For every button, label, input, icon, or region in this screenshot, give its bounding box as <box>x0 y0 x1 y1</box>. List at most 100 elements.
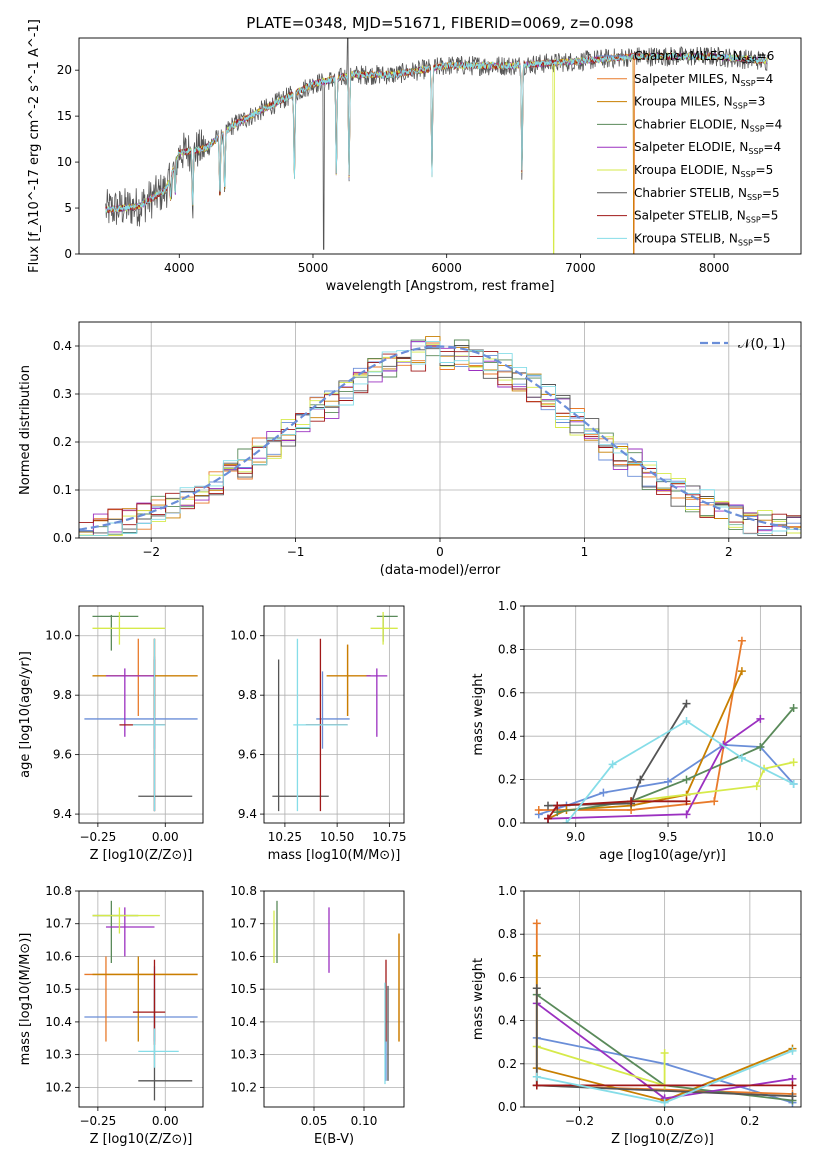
y-tick-label: 0.4 <box>498 729 517 743</box>
axes-frame <box>78 605 204 824</box>
y-tick-label: 10.0 <box>45 629 72 643</box>
y-tick-label: 0 <box>64 247 72 261</box>
x-tick-label: −0.2 <box>565 1114 594 1128</box>
x-tick-label: 5000 <box>298 261 329 275</box>
y-tick-label: 20 <box>57 63 72 77</box>
y-tick-label: 9.6 <box>238 748 257 762</box>
y-tick-label: 10.6 <box>230 949 257 963</box>
weight-marker <box>636 775 645 784</box>
y-tick-label: 0.0 <box>498 1100 517 1114</box>
legend-label: 𝒩(0, 1) <box>738 337 785 352</box>
axes-frame <box>78 890 204 1108</box>
x-tick-label: 0.00 <box>152 1114 179 1128</box>
y-tick-label: 10.8 <box>230 884 257 898</box>
y-tick-label: 9.4 <box>53 807 72 821</box>
weight-marker <box>544 814 553 823</box>
y-tick-label: 10.8 <box>45 884 72 898</box>
weight-marker <box>737 753 746 762</box>
legend-label: Chabrier ELODIE, NSSP=4 <box>634 117 782 133</box>
weight-line <box>536 1045 666 1087</box>
weight-marker <box>532 1072 541 1081</box>
x-tick-label: 8000 <box>699 261 730 275</box>
x-tick-label: 4000 <box>164 261 195 275</box>
y-tick-label: 0.6 <box>498 686 517 700</box>
histogram-step <box>79 341 801 537</box>
weight-marker <box>788 1092 797 1101</box>
weight-marker <box>682 775 691 784</box>
x-tick-label: 0.00 <box>152 830 179 844</box>
weight-marker <box>737 636 746 645</box>
panel-spectrum: 4000 5000 6000 7000 8000 0 5 10 15 20 wavelength [… <box>27 19 802 294</box>
y-tick-label: 0.3 <box>53 387 72 401</box>
panel-mass-vs-EBV: 0.05 0.10 10.2 10.3 10.4 10.5 10.6 10.7 10.8 E(B-… <box>230 884 405 1147</box>
weight-marker <box>756 743 765 752</box>
weight-line <box>547 800 687 820</box>
weight-marker <box>682 699 691 708</box>
x-tick-label: 0 <box>436 545 444 559</box>
panel-mass-weight-vs-age: 9.0 9.5 10.0 0.0 0.2 0.4 0.6 0.8 1.0 age [log10(a… <box>471 599 802 863</box>
weight-line <box>630 761 794 803</box>
x-axis-label: Z [log10(Z/Z⊙)] <box>90 848 193 863</box>
y-tick-label: 10.5 <box>45 982 72 996</box>
spectrum-line <box>105 52 768 213</box>
y-tick-label: 0.4 <box>498 1014 517 1028</box>
weight-marker <box>660 1098 669 1107</box>
y-tick-label: 10.4 <box>230 1015 257 1029</box>
x-tick-label: 2 <box>725 545 733 559</box>
y-tick-label: 10.6 <box>45 949 72 963</box>
legend-label: Kroupa MILES, NSSP=3 <box>634 95 765 111</box>
plot-area-residuals <box>79 322 801 538</box>
gaussian-curve <box>79 345 799 531</box>
panel-age-vs-mass: 10.25 10.50 10.75 9.4 9.6 9.8 10.0 mass [log10(… <box>230 605 407 863</box>
y-tick-label: 10.7 <box>45 917 72 931</box>
x-tick-label: −0.25 <box>79 1114 116 1128</box>
x-tick-label: 1 <box>581 545 589 559</box>
x-tick-label: 6000 <box>431 261 462 275</box>
y-axis-label: mass weight <box>471 958 486 1040</box>
y-tick-label: 9.4 <box>238 807 257 821</box>
y-axis-label: Flux [f_λ10^-17 erg cm^-2 s^-1 A^-1] <box>27 19 42 273</box>
y-tick-label: 1.0 <box>498 884 517 898</box>
y-tick-label: 5 <box>64 201 72 215</box>
y-tick-label: 10.4 <box>45 1015 72 1029</box>
legend-label: Chabrier MILES, NSSP=6 <box>634 49 774 65</box>
y-tick-label: 0.2 <box>498 1057 517 1071</box>
y-tick-label: 1.0 <box>498 599 517 613</box>
x-tick-label: −1 <box>287 545 305 559</box>
y-axis-label: mass weight <box>471 673 486 755</box>
y-tick-label: 9.8 <box>53 688 72 702</box>
legend-label: Kroupa STELIB, NSSP=5 <box>634 231 771 247</box>
legend-label: Salpeter ELODIE, NSSP=4 <box>634 140 781 156</box>
weight-marker <box>562 819 571 823</box>
weight-marker <box>752 782 761 791</box>
plot-area-mass-weight-vs-Z <box>524 891 801 1107</box>
y-tick-label: 10.3 <box>45 1048 72 1062</box>
x-axis-label: E(B-V) <box>314 1132 354 1147</box>
y-axis-label: age [log10(age/yr)] <box>18 651 33 778</box>
x-axis-label: mass [log10(M/M⊙)] <box>268 848 401 863</box>
y-axis-label: Normed distribution <box>18 365 33 495</box>
weight-marker <box>737 667 746 676</box>
weight-marker <box>788 1046 797 1055</box>
y-tick-label: 15 <box>57 109 72 123</box>
x-tick-label: 10.50 <box>320 830 354 844</box>
weight-marker <box>682 717 691 726</box>
y-tick-label: 0.6 <box>498 970 517 984</box>
x-tick-label: 10.25 <box>268 830 302 844</box>
x-tick-label: 0.10 <box>351 1114 378 1128</box>
plot-area-mass-weight-vs-age <box>524 606 801 823</box>
y-tick-label: 0.2 <box>53 435 72 449</box>
weight-marker <box>682 810 691 819</box>
panel-mass-weight-vs-Z: −0.2 0.0 0.2 0.0 0.2 0.4 0.6 0.8 1.0 Z [log10(Z/Z… <box>471 884 802 1147</box>
y-tick-label: 10.2 <box>230 1080 257 1094</box>
weight-marker <box>682 797 691 806</box>
plot-area-mass-vs-Z <box>79 891 203 1107</box>
y-tick-label: 9.6 <box>53 748 72 762</box>
x-tick-label: 9.5 <box>658 830 677 844</box>
x-tick-label: 0.2 <box>740 1114 759 1128</box>
weight-marker <box>664 777 673 786</box>
y-tick-label: 0.1 <box>53 483 72 497</box>
panel-residuals: −2 −1 0 1 2 0.0 0.1 0.2 0.3 0.4 (data-model)/error… <box>18 321 802 578</box>
plot-area-age-vs-Z <box>79 606 203 823</box>
